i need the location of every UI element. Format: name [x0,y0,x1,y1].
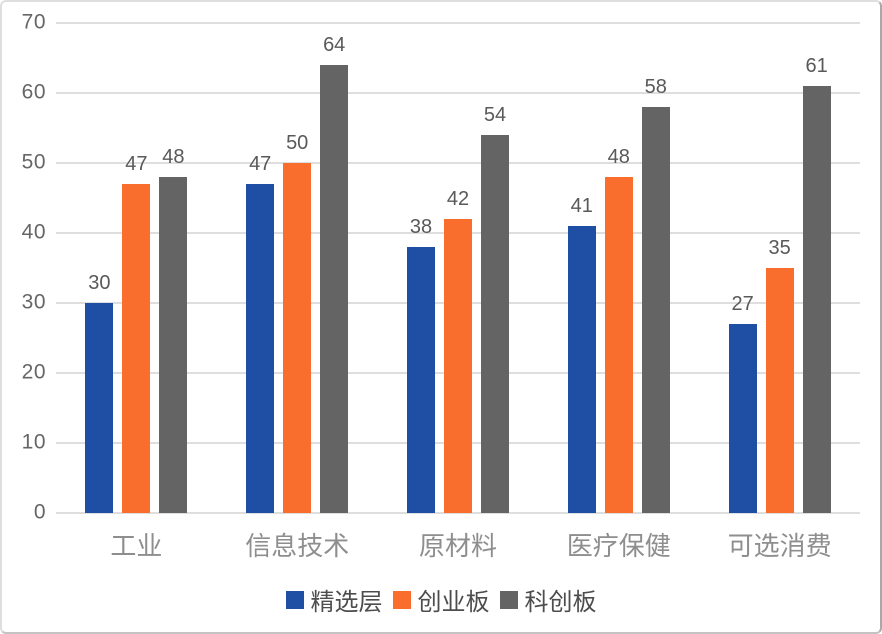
legend-label: 创业板 [417,589,490,616]
bar-value-label: 47 [249,153,272,175]
bar: 54 [480,104,509,513]
bar-value-label: 38 [409,216,433,238]
y-axis: 0 10 20 30 40 50 60 70 [2,11,46,524]
gridline [56,22,860,24]
bar: 38 [406,216,435,513]
bar-value-label: 50 [286,132,309,154]
bar: 47 [122,153,151,513]
bar-value-label: 58 [644,76,667,98]
x-axis-label: 信息技术 [245,531,350,561]
x-axis-label: 医疗保健 [566,531,671,561]
legend-label: 科创板 [524,589,597,616]
bar-group: 30 47 48 [56,23,217,513]
y-axis-tick-label: 10 [21,430,46,454]
bar-group: 27 35 61 [699,23,860,513]
legend-item: 创业板 [392,582,490,617]
bar-value-label: 47 [125,153,148,175]
y-axis-tick-label: 30 [21,290,46,314]
y-axis-tick-label: 20 [21,360,46,384]
bar-value-label: 27 [731,293,754,315]
bar: 61 [802,55,831,513]
legend-swatch-icon [499,590,518,609]
gridline [56,512,860,514]
bar: 35 [765,237,794,513]
x-axis: 工业 信息技术 原材料 医疗保健 可选消费 [56,526,860,563]
bar: 27 [728,293,757,513]
y-axis-tick-label: 50 [21,150,46,174]
bar-value-label: 42 [446,188,470,210]
bar-value-label: 41 [570,195,593,217]
bar-value-label: 35 [768,237,791,259]
legend-swatch-icon [285,590,304,609]
bar: 47 [246,153,275,513]
x-axis-label: 可选消费 [727,531,832,561]
x-axis-label: 原材料 [418,531,497,561]
bar: 50 [283,132,312,513]
x-axis-label: 工业 [110,531,163,561]
gridline [56,162,860,164]
bar: 58 [641,76,670,513]
bar-group: 41 48 58 [538,23,699,513]
y-axis-tick-label: 70 [21,10,46,34]
bar-value-label: 30 [88,272,111,294]
legend-item: 科创板 [499,582,597,617]
bar-value-label: 61 [805,55,828,77]
y-axis-tick-label: 40 [21,220,46,244]
bar-value-label: 64 [323,34,346,56]
bar-group: 38 42 54 [378,23,539,513]
bar-value-label: 54 [483,104,507,126]
bar: 48 [159,146,188,513]
y-axis-tick-label: 60 [21,80,46,104]
bar: 41 [567,195,596,513]
bar: 64 [320,34,349,513]
bar-value-label: 48 [162,146,185,168]
legend-item: 精选层 [285,582,383,617]
bar-value-label: 48 [607,146,630,168]
legend-label: 精选层 [310,589,383,616]
bar-group: 47 50 64 [217,23,378,513]
bar-groups: 30 47 48 47 50 64 38 42 54 41 48 58 27 35 61 [56,23,860,513]
bar: 30 [85,272,114,513]
bar: 42 [443,188,472,513]
gridline [56,92,860,94]
legend: 精选层 创业板 科创板 [2,582,880,617]
bar: 48 [604,146,633,513]
plot-area: 30 47 48 47 50 64 38 42 54 41 48 58 27 35 61 [56,22,860,514]
legend-swatch-icon [392,590,411,609]
y-axis-tick-label: 0 [33,500,46,524]
